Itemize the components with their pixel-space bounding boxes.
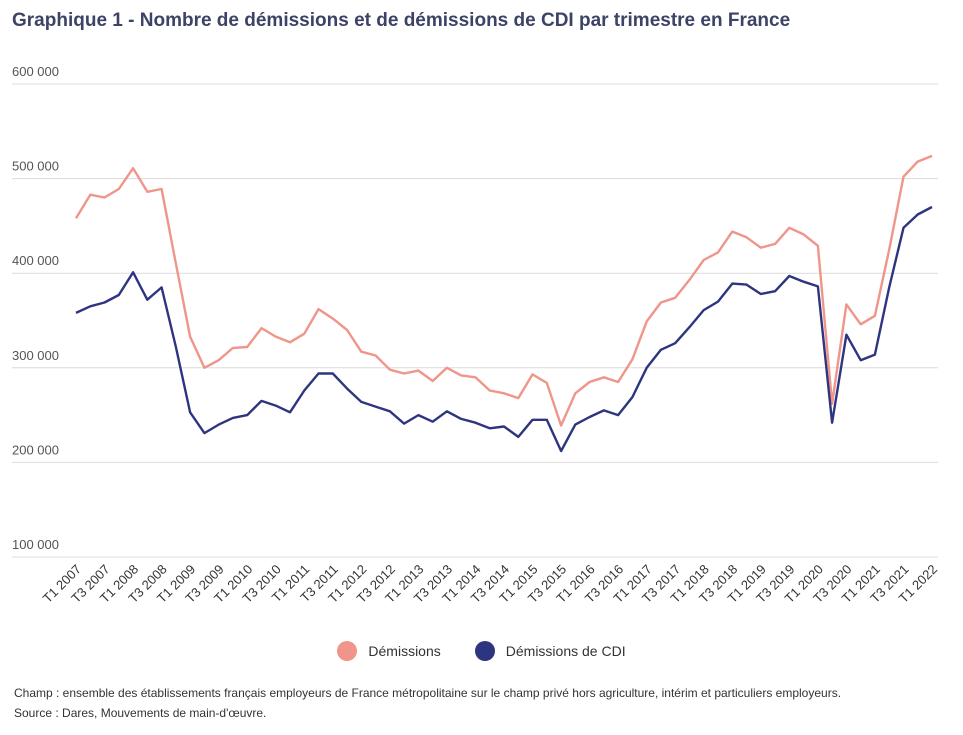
y-tick-label: 400 000 [12, 253, 59, 268]
legend-label-demissions-cdi: Démissions de CDI [505, 643, 626, 659]
legend-item-demissions-cdi[interactable]: Démissions de CDI [474, 641, 626, 661]
series-line-demissions [74, 154, 933, 427]
y-tick-label: 200 000 [12, 442, 59, 457]
series-lines [74, 154, 933, 453]
champ-note: Champ : ensemble des établissements fran… [14, 686, 842, 700]
source-note: Source : Dares, Mouvements de main-d'œuv… [14, 706, 267, 720]
y-tick-label: 600 000 [12, 64, 59, 79]
chart-notes: Champ : ensemble des établissements fran… [14, 683, 841, 723]
legend-swatch-demissions [337, 641, 358, 661]
y-axis: 100 000 200 000 300 000 400 000 500 000 600 0… [12, 64, 59, 552]
y-tick-label: 500 000 [12, 159, 59, 174]
chart-title: Graphique 1 - Nombre de démissions et de… [12, 10, 791, 31]
series-line-demissions-de-cdi [75, 205, 933, 453]
legend-item-demissions[interactable]: Démissions [337, 641, 441, 661]
legend: Démissions Démissions de CDI [0, 641, 963, 661]
y-tick-label: 300 000 [12, 348, 59, 363]
legend-swatch-demissions-cdi [474, 641, 495, 661]
line-chart: 100 000 200 000 300 000 400 000 500 000 600 0… [12, 64, 940, 606]
legend-label-demissions: Démissions [368, 643, 441, 659]
gridlines [12, 83, 938, 558]
y-tick-label: 100 000 [12, 537, 59, 552]
